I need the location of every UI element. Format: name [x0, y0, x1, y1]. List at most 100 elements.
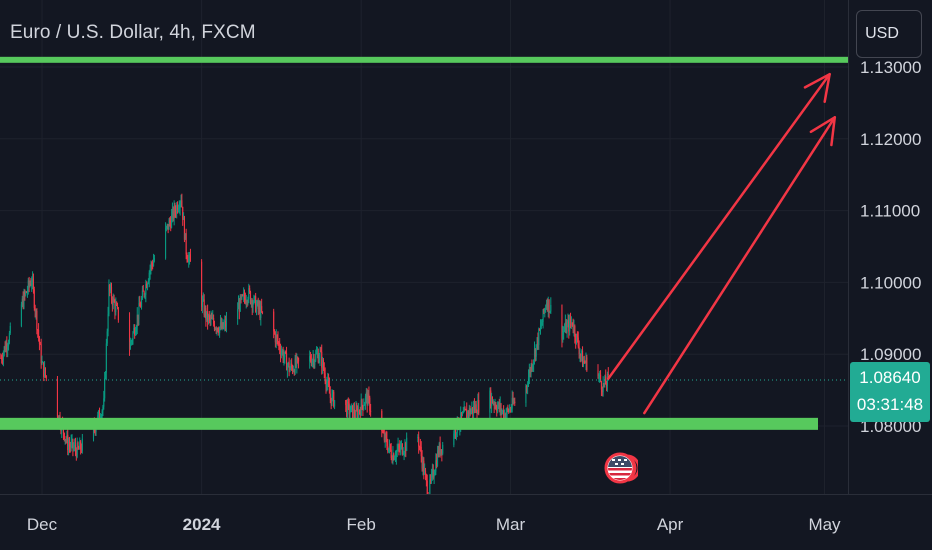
- candle-body: [201, 300, 204, 308]
- candle-body: [189, 254, 191, 258]
- candle-body: [502, 410, 504, 412]
- candle-body: [525, 386, 527, 404]
- candle-body: [495, 404, 497, 409]
- candle-body: [41, 362, 43, 364]
- candle-body: [548, 299, 550, 313]
- candle-body: [473, 405, 475, 411]
- candle-body: [364, 395, 367, 404]
- candle-body: [255, 305, 258, 312]
- candle-body: [370, 410, 372, 412]
- horizontal-levels[interactable]: [0, 56, 848, 430]
- candle-body: [44, 367, 46, 377]
- candle-body: [6, 343, 8, 350]
- candle-body: [583, 361, 585, 363]
- candle-body: [94, 428, 96, 432]
- candle-body: [539, 325, 542, 331]
- time-axis-background: [0, 494, 932, 550]
- candle-body: [538, 328, 540, 346]
- candle-body: [113, 297, 115, 303]
- candle-body: [465, 409, 467, 411]
- candle-body: [189, 254, 191, 262]
- candle-body: [287, 362, 289, 366]
- candle-body: [527, 377, 530, 386]
- candle-body: [401, 443, 403, 455]
- candle-body: [504, 413, 506, 421]
- candle-body: [400, 445, 402, 450]
- candle-body: [165, 226, 167, 228]
- candle-body: [45, 375, 47, 379]
- candle-body: [73, 447, 75, 449]
- candle-body: [111, 299, 113, 306]
- candle-body: [329, 393, 331, 398]
- candle-body: [238, 303, 240, 312]
- candle-body: [469, 408, 471, 415]
- candle-body: [170, 222, 172, 228]
- candle-body: [245, 301, 247, 304]
- candle-body: [74, 444, 77, 451]
- candle-body: [321, 351, 323, 368]
- candle-body: [78, 448, 80, 450]
- candle-body: [65, 439, 67, 441]
- candle-body: [394, 457, 396, 460]
- candle-body: [582, 361, 584, 367]
- candle-body: [578, 346, 580, 355]
- candle-body: [539, 328, 541, 331]
- candle-body: [367, 393, 369, 406]
- candle-body: [325, 381, 327, 387]
- candle-body: [213, 317, 215, 324]
- candle-body: [597, 370, 599, 377]
- candle-body: [394, 457, 397, 459]
- candle-body: [107, 314, 109, 332]
- candle-body: [541, 322, 543, 326]
- candle-body: [353, 409, 355, 417]
- candle-body: [249, 288, 251, 292]
- candle-body: [491, 396, 493, 407]
- candle-body: [221, 322, 223, 329]
- candle-body: [249, 291, 252, 304]
- candle-body: [354, 416, 356, 419]
- candle-body: [258, 306, 260, 309]
- candle-body: [214, 328, 216, 330]
- currency-button[interactable]: USD: [856, 10, 922, 58]
- candle-body: [283, 357, 285, 360]
- candle-body: [470, 410, 472, 415]
- candle-body: [544, 308, 546, 313]
- candle-body: [606, 384, 608, 386]
- candle-body: [598, 376, 600, 378]
- candle-body: [500, 404, 502, 413]
- candle-body: [205, 307, 207, 320]
- candle-body: [363, 405, 365, 410]
- candle-body: [79, 441, 81, 450]
- time-axis[interactable]: Dec 2024 Feb Mar Apr May: [0, 494, 932, 550]
- candle-body: [581, 351, 583, 356]
- us-flag-icon[interactable]: [602, 450, 641, 486]
- projection-arrows[interactable]: [607, 72, 837, 415]
- candle-body: [74, 444, 76, 448]
- candle-body: [141, 290, 143, 299]
- candle-body: [247, 299, 249, 303]
- candle-body: [115, 304, 117, 312]
- candle-body: [396, 449, 398, 452]
- projection-arrow-2: [643, 116, 837, 415]
- candle-body: [577, 337, 579, 347]
- candle-body: [174, 205, 176, 212]
- candle-body: [600, 381, 602, 390]
- candle-body: [438, 443, 440, 455]
- candle-body: [493, 403, 495, 406]
- time-tick-label: Feb: [347, 515, 376, 534]
- candle-body: [23, 292, 25, 308]
- candle-body: [148, 272, 150, 281]
- candle-body: [382, 432, 385, 434]
- candle-body: [310, 356, 312, 361]
- candle-body: [574, 325, 576, 338]
- candle-body: [395, 451, 397, 458]
- candle-body: [437, 450, 439, 455]
- candle-body: [360, 399, 362, 416]
- candle-body: [580, 353, 582, 356]
- price-axis[interactable]: 1.130001.120001.110001.100001.090001.080…: [848, 0, 932, 550]
- candle-body: [442, 444, 444, 454]
- candle-body: [575, 337, 577, 343]
- candle-body: [70, 441, 72, 448]
- time-tick-label: 2024: [183, 515, 221, 534]
